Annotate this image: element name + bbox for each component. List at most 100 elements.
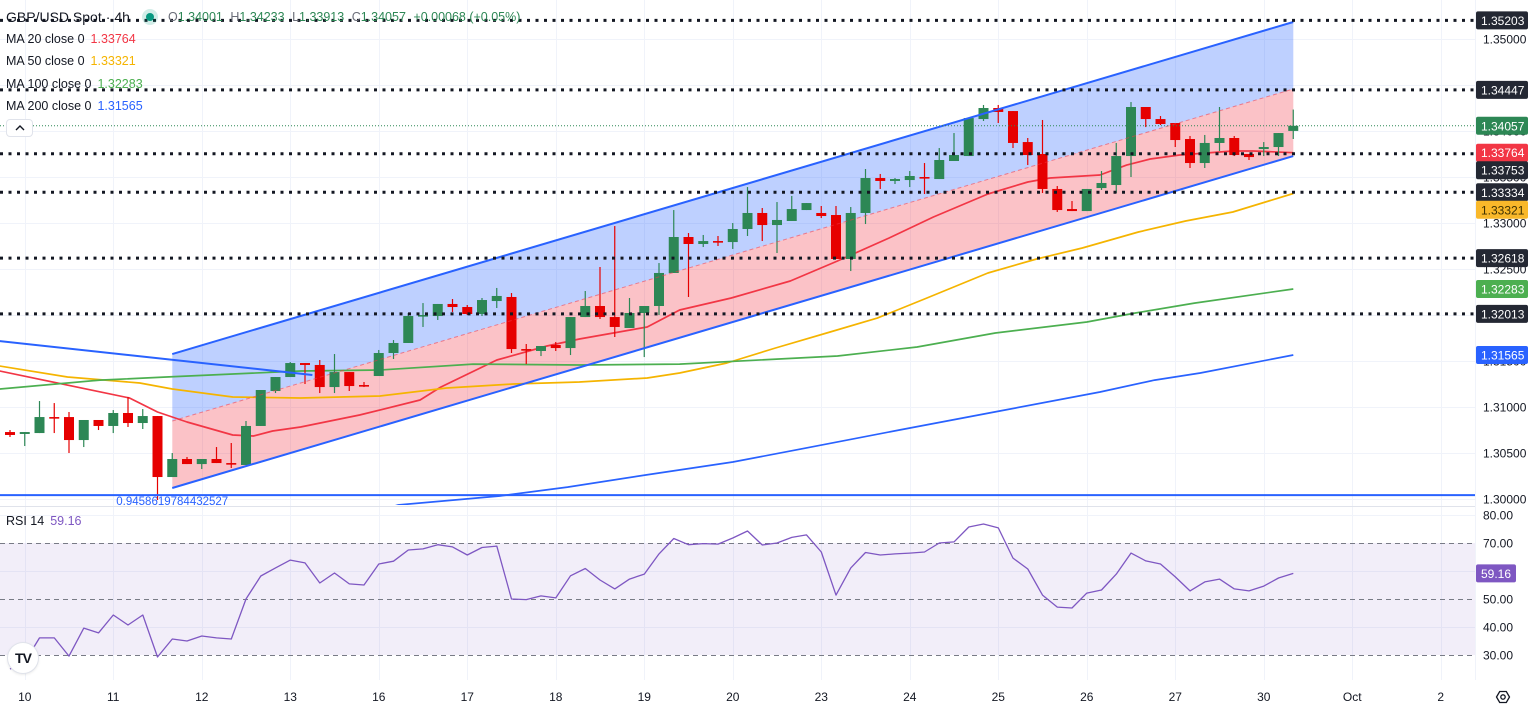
channel-middle-line[interactable] [172, 88, 1294, 422]
candle [860, 169, 871, 225]
candle-body [919, 177, 930, 179]
rsi-label: RSI 14 [6, 514, 45, 528]
candle-body [1170, 123, 1181, 141]
price-axis[interactable]: 1.300001.305001.310001.315001.320001.325… [1475, 0, 1536, 711]
settings-button[interactable] [1494, 688, 1512, 706]
collapse-legend-button[interactable] [6, 119, 33, 137]
candle-body [93, 419, 104, 426]
candle [565, 317, 576, 356]
candles [5, 102, 1299, 501]
candle [34, 401, 45, 434]
legend-ma-50[interactable]: MA 50 close 0 1.33321 [6, 53, 136, 69]
candle-body [137, 416, 148, 424]
candle [477, 297, 487, 317]
candle-body [418, 315, 428, 317]
time-tick-label: 25 [992, 690, 1006, 704]
candle [727, 223, 738, 249]
candle-body [211, 458, 222, 464]
price-tag-box [1476, 346, 1528, 365]
candle-body [1140, 106, 1151, 120]
ma-label: MA 200 close 0 [6, 99, 92, 113]
rsi-tag-box [1476, 564, 1516, 583]
price-tag: 1.32618 [1476, 249, 1528, 268]
price-tag-box [1476, 249, 1528, 268]
candle [49, 403, 60, 434]
time-tick-label: 27 [1169, 690, 1183, 704]
candle-body [300, 363, 310, 365]
rsi-pane[interactable] [0, 523, 1475, 670]
candle [78, 419, 89, 448]
trend-line[interactable] [0, 340, 313, 376]
channel-upper-line[interactable] [171, 21, 1294, 355]
price-pane[interactable] [0, 18, 1475, 511]
candle-body [742, 212, 753, 229]
candle-body [123, 412, 133, 424]
candle [462, 304, 473, 316]
candle [772, 202, 782, 254]
candle [831, 205, 841, 259]
candle [713, 235, 723, 247]
candle [359, 381, 369, 388]
candle-body [1126, 106, 1136, 157]
candle [403, 312, 414, 343]
ma-line-ma20[interactable] [0, 150, 1294, 437]
candle [1199, 134, 1210, 168]
price-tag-label: 1.32283 [1481, 282, 1525, 296]
candle [388, 340, 399, 359]
candle-body [963, 118, 974, 157]
ma-line-ma100[interactable] [0, 288, 1294, 390]
candle-body [432, 303, 443, 317]
price-tick-label: 1.30500 [1483, 447, 1527, 461]
time-tick-label: 17 [461, 690, 475, 704]
rsi-tick-label: 80.00 [1483, 509, 1513, 523]
candle-body [1008, 111, 1018, 143]
candle-body [477, 300, 487, 315]
time-tick-label: 19 [638, 690, 652, 704]
candle [329, 354, 340, 394]
candle-body [1185, 139, 1195, 164]
channel-lower-line[interactable] [171, 155, 1294, 489]
change-value: +0.00068 (+0.05%) [413, 10, 521, 24]
time-axis[interactable]: 10 11 12 13 16 17 18 19 20 23 24 25 26 27 30 Oct 2 [18, 690, 1444, 704]
candle [1170, 123, 1181, 148]
legend-ma-200[interactable]: MA 200 close 0 1.31565 [6, 98, 143, 114]
open-label: O [167, 10, 178, 24]
price-tag-label: 1.33764 [1481, 146, 1525, 160]
candle-body [1199, 142, 1210, 164]
candle-body [668, 236, 679, 273]
tradingview-logo[interactable]: TV [8, 643, 38, 673]
candle [1273, 133, 1284, 157]
time-tick-label: 12 [195, 690, 209, 704]
ma-line-ma50[interactable] [0, 192, 1294, 399]
price-tag-box [1476, 80, 1528, 99]
candle-body [196, 458, 207, 465]
candle [491, 287, 502, 309]
candle-body [329, 372, 340, 388]
candle [904, 171, 915, 188]
legend-ma-20[interactable]: MA 20 close 0 1.33764 [6, 31, 136, 47]
candle-body [1273, 133, 1284, 148]
time-tick-label: 26 [1080, 690, 1094, 704]
price-tag: 1.32283 [1476, 279, 1528, 298]
candle [152, 416, 163, 501]
symbol-name: GBP/USD Spot [6, 9, 102, 25]
symbol-legend[interactable]: GBP/USD Spot · 4h O1.34001 H1.34233 L1.3… [6, 8, 520, 26]
candle [1008, 111, 1018, 149]
market-status-icon[interactable] [141, 9, 158, 25]
candle-body [462, 307, 473, 315]
rsi-line[interactable] [9, 523, 1294, 670]
candle [1288, 109, 1299, 140]
legend-rsi[interactable]: RSI 14 59.16 [6, 514, 82, 528]
candle-body [19, 432, 30, 434]
candle-body [1081, 188, 1092, 212]
legend-ma-100[interactable]: MA 100 close 0 1.32283 [6, 76, 143, 92]
candle-body [949, 155, 959, 162]
candle [963, 118, 974, 157]
price-tag: 1.33753 [1476, 161, 1528, 180]
time-tick-label: 20 [726, 690, 740, 704]
candle-body [108, 412, 119, 426]
price-tick-label: 1.35000 [1483, 33, 1527, 47]
